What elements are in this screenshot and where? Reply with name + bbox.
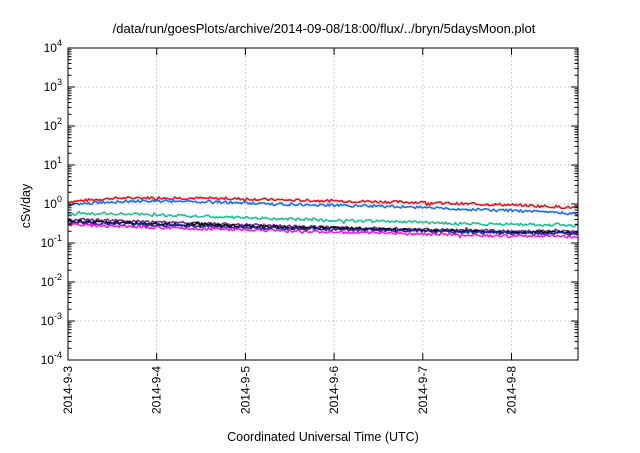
chart-title: /data/run/goesPlots/archive/2014-09-08/1… bbox=[113, 21, 536, 36]
series-line bbox=[67, 221, 579, 236]
x-tick-label: 2014-9-4 bbox=[150, 366, 164, 414]
y-tick-exponent: -1 bbox=[54, 233, 62, 243]
y-tick-label: 10-4 bbox=[41, 350, 62, 367]
x-tick-label: 2014-9-8 bbox=[504, 366, 518, 414]
y-tick-label: 10-3 bbox=[41, 311, 62, 328]
y-tick-exponent: -3 bbox=[54, 311, 62, 321]
series-line bbox=[67, 219, 579, 235]
x-tick-label: 2014-9-7 bbox=[416, 366, 430, 414]
y-tick-exponent: 2 bbox=[57, 116, 62, 126]
y-tick-exponent: 4 bbox=[57, 38, 62, 48]
y-tick-base: 10 bbox=[41, 353, 55, 367]
tick-layer bbox=[67, 47, 578, 361]
series-line bbox=[67, 223, 579, 239]
x-tick-label: 2014-9-6 bbox=[327, 366, 341, 414]
series-line bbox=[67, 199, 579, 216]
y-tick-base: 10 bbox=[41, 314, 55, 328]
x-tick-labels: 2014-9-3 2014-9-4 2014-9-5 2014-9-6 2014-9-7… bbox=[61, 366, 518, 414]
y-tick-exponent: 3 bbox=[57, 77, 62, 87]
y-tick-label: 102 bbox=[44, 116, 62, 133]
y-tick-label: 103 bbox=[44, 77, 62, 94]
y-tick-base: 10 bbox=[44, 158, 58, 172]
x-tick-label: 2014-9-3 bbox=[61, 366, 75, 414]
y-tick-base: 10 bbox=[44, 80, 58, 94]
series-line bbox=[67, 210, 579, 228]
y-tick-exponent: -4 bbox=[54, 350, 62, 360]
series-line bbox=[67, 217, 579, 234]
y-tick-exponent: 0 bbox=[57, 194, 62, 204]
y-tick-exponent: 1 bbox=[57, 155, 62, 165]
y-axis-label: cSv/day bbox=[19, 183, 33, 228]
grid-layer bbox=[68, 48, 578, 360]
y-tick-label: 101 bbox=[44, 155, 62, 172]
x-tick-label: 2014-9-5 bbox=[238, 366, 252, 414]
y-tick-label: 10-2 bbox=[41, 272, 62, 289]
y-tick-base: 10 bbox=[44, 197, 58, 211]
x-axis-label: Coordinated Universal Time (UTC) bbox=[227, 430, 419, 444]
y-tick-label: 10-1 bbox=[41, 233, 62, 250]
series-layer bbox=[67, 195, 579, 239]
y-tick-label: 104 bbox=[44, 38, 62, 55]
y-tick-exponent: -2 bbox=[54, 272, 62, 282]
y-tick-base: 10 bbox=[41, 275, 55, 289]
y-tick-label: 100 bbox=[44, 194, 62, 211]
y-tick-base: 10 bbox=[44, 119, 58, 133]
series-line bbox=[67, 195, 579, 210]
y-tick-base: 10 bbox=[41, 236, 55, 250]
y-tick-base: 10 bbox=[44, 41, 58, 55]
